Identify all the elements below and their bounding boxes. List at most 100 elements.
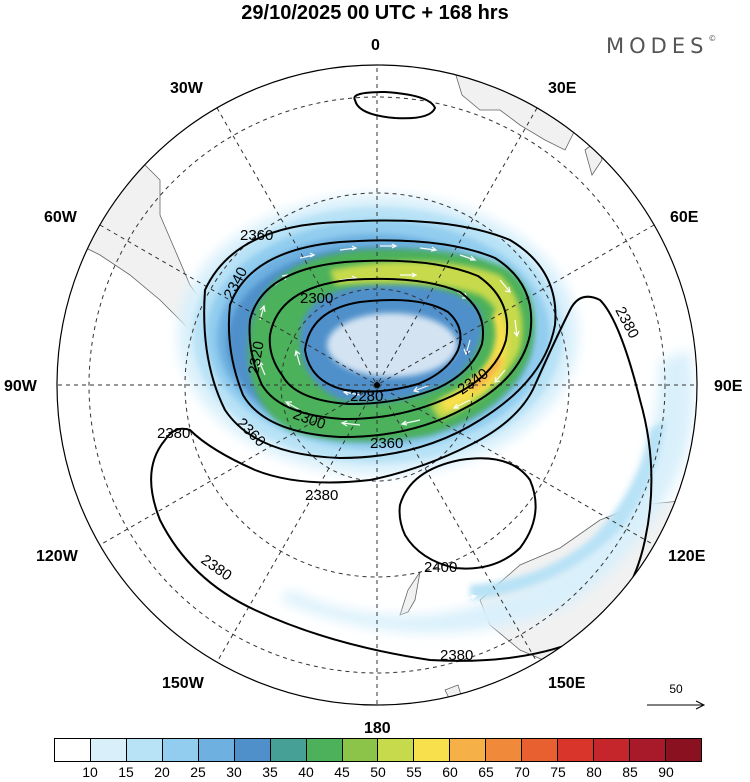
map-border [56,64,698,706]
copyright-mark: © [708,34,717,43]
longitude-labels: 0 30E 60E 90E 120E 150E 180 150W 120W 90… [4,37,743,737]
colorbar-segment [378,739,415,761]
wind-vector [299,252,316,259]
wind-vector [419,246,438,252]
lon-label-60e: 60E [670,209,699,226]
meridian-60e-120w [99,224,655,546]
wind-vector [412,384,431,393]
wind-vector [340,420,361,427]
lon-label-150w: 150W [162,675,205,692]
colorbar-tick-label: 55 [406,764,422,780]
contour-label: 2360 [370,435,403,452]
colorbar-segment [450,739,487,761]
wind-vector [380,243,398,249]
wind-vector [284,401,301,411]
colorbar-tick-label: 50 [370,764,386,780]
contour-label: 2380 [305,487,338,504]
lon-label-90w: 90W [4,378,38,395]
shade-10-southern-band [280,350,694,633]
arrow-right-icon [647,700,706,710]
wind-vector [339,245,358,251]
shade-60-jet-max [440,310,508,412]
colorbar-segment [270,739,307,761]
contour-label: 2320 [245,340,268,376]
colorbar-tick-label: 20 [154,764,170,780]
wind-vector [258,359,266,376]
colorbar-tick-label: 65 [478,764,494,780]
contour-2380 [150,295,653,662]
colorbar-segment [342,739,379,761]
lon-label-150e: 150E [548,675,586,692]
meridian-30e-150w [216,107,538,663]
shade-15-southern-band [470,420,665,600]
contour-label: 2360 [240,227,273,244]
colorbar-segment [486,739,523,761]
colorbar-tick-label: 40 [298,764,314,780]
latitude-circle [184,192,570,578]
lon-label-90e: 90E [714,378,743,395]
lon-label-30e: 30E [548,80,577,97]
polar-map: 2360 2340 2300 2320 2280 2340 2300 2360 … [4,37,743,737]
colorbar-tick-label: 60 [442,764,458,780]
colorbar-tick-label: 80 [586,764,602,780]
wind-vector [494,369,506,383]
colorbar-segment [198,739,235,761]
colorbar-tick-label: 75 [550,764,566,780]
colorbar-tick-label: 25 [190,764,206,780]
colorbar-segment [234,739,271,761]
colorbar-segment [630,739,666,761]
meridian-60w-120e [99,224,655,546]
lon-label-60w: 60W [44,209,78,226]
contour-2280 [303,298,462,393]
contour-label: 2380 [440,647,473,664]
colorbar-tick-label: 90 [658,764,674,780]
colorbar-tick-label: 45 [334,764,350,780]
wind-vector [400,419,421,426]
new-zealand-land [399,571,421,616]
south-pole-marker [374,382,380,388]
colorbar-tick-label: 15 [118,764,134,780]
contour-label: 2400 [424,559,457,576]
contour-2320 [248,259,509,421]
colorbar-tick-label: 30 [226,764,242,780]
polar-core-calm [327,313,457,377]
wind-vector [459,594,478,601]
wind-vector [513,319,520,338]
lon-label-30w: 30W [170,80,204,97]
wind-vector [294,349,301,366]
colorbar-segment [126,739,163,761]
lon-label-180: 180 [364,720,391,737]
contour-2340 [227,239,533,439]
wind-vector [452,399,471,409]
contour-2360-north [353,90,437,120]
colorbar-labels: 10 15 20 25 30 35 40 45 50 55 60 65 70 75 80 85 90 [0,764,750,782]
contour-label: 2300 [300,290,333,307]
contour-2400 [398,457,537,570]
lon-label-120w: 120W [36,548,79,565]
map-disc: 2360 2340 2300 2320 2280 2340 2300 2360 … [57,65,697,705]
colorbar-segment [414,739,451,761]
latitude-circle [88,96,666,674]
contour-2300 [268,277,484,406]
height-contours [150,90,653,662]
reference-vector-label: 50 [669,682,683,696]
wind-vector [459,254,477,261]
wind-vector [499,279,511,293]
colorbar [54,738,702,762]
colorbar-tick-label: 70 [514,764,530,780]
reference-vector: 50 [645,682,707,712]
wind-vector [400,272,418,278]
colorbar-segment [162,739,199,761]
contour-2360 [203,219,557,460]
colorbar-segment [55,739,91,761]
colorbar-segment [306,739,343,761]
contour-label: 2380 [157,425,190,442]
brand-logo: MODES© [606,34,716,58]
colorbar-tick-label: 35 [262,764,278,780]
wind-vector [519,551,538,561]
colorbar-tick-label: 85 [622,764,638,780]
colorbar-segment [522,739,559,761]
colorbar-segment [594,739,630,761]
lon-label-0: 0 [371,37,380,54]
contour-label: 2280 [350,388,383,405]
